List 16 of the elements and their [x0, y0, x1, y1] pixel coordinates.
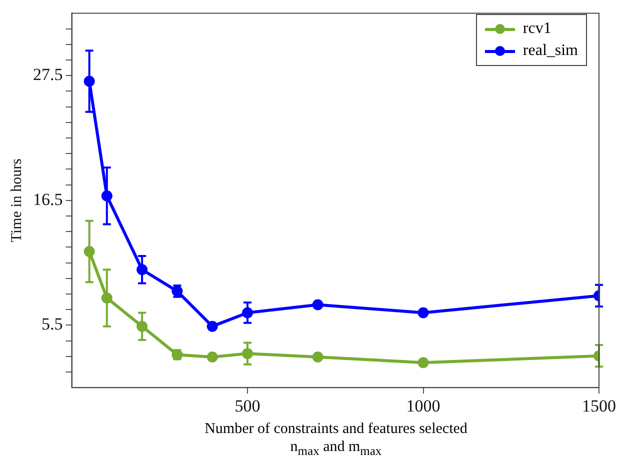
- legend-label: real_sim: [522, 42, 578, 60]
- y-tick-label: 27.5: [33, 65, 63, 84]
- x-tick-label: 1500: [582, 396, 616, 416]
- point: [418, 307, 429, 318]
- point: [312, 299, 324, 310]
- y-tick-label: 16.5: [33, 190, 63, 209]
- x-tick-label: 500: [234, 396, 260, 416]
- point: [206, 351, 218, 362]
- legend-label: rcv1: [522, 20, 552, 38]
- x-tick-label: 1000: [406, 396, 440, 416]
- point: [418, 357, 429, 368]
- y-tick-label: 5.5: [42, 314, 63, 334]
- point: [206, 320, 218, 332]
- y-axis-title: Time in hours: [8, 158, 25, 242]
- point: [312, 351, 324, 362]
- x-axis-title: Number of constraints and features selected n$_{max}$ and m$_{max}$: [204, 420, 468, 460]
